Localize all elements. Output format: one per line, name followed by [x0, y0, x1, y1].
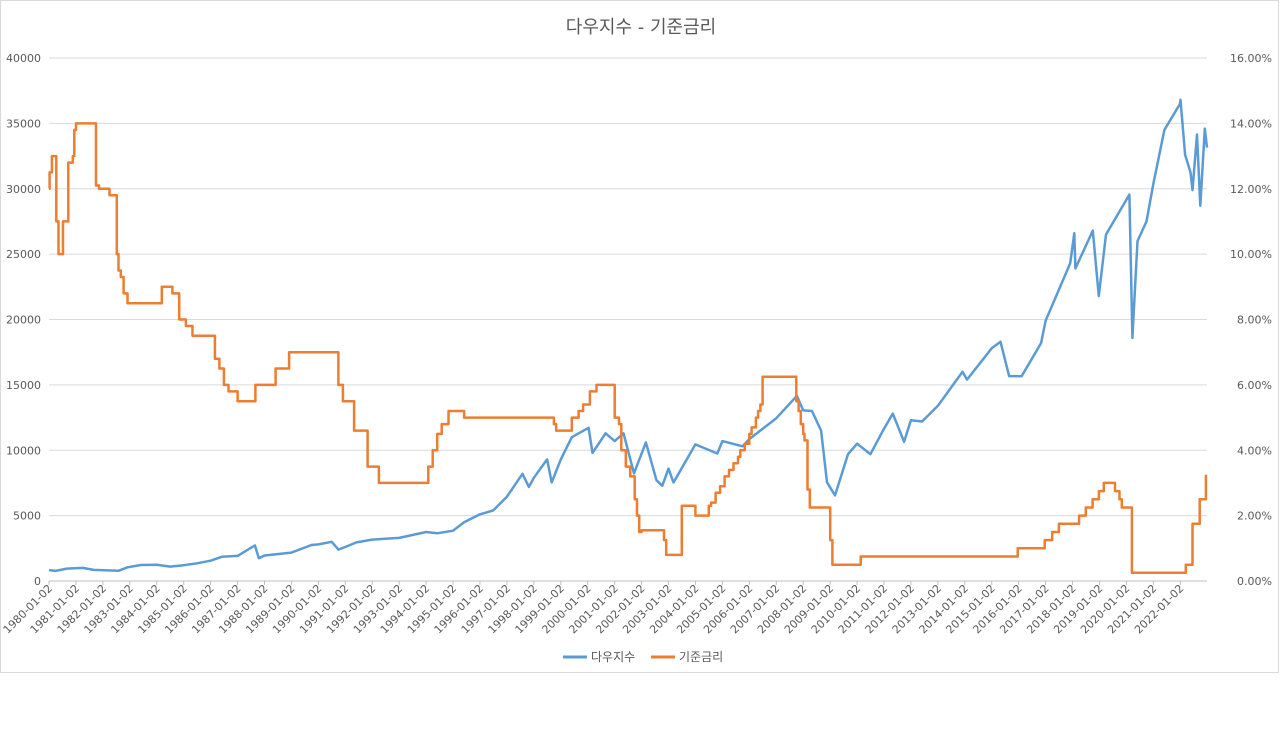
- y-left-tick-label: 40000: [6, 52, 41, 65]
- y-right-tick-label: 2.00%: [1237, 510, 1272, 523]
- legend-label: 다우지수: [591, 650, 635, 664]
- y-left-tick-label: 20000: [6, 314, 41, 327]
- y-left-tick-label: 30000: [6, 183, 41, 196]
- y-right-tick-label: 10.00%: [1230, 248, 1272, 261]
- legend-label: 기준금리: [679, 650, 723, 664]
- y-right-tick-label: 4.00%: [1237, 444, 1272, 457]
- y-right-tick-label: 14.00%: [1230, 117, 1272, 130]
- legend: 다우지수 기준금리: [563, 650, 723, 664]
- chart-title: 다우지수 - 기준금리: [566, 17, 716, 38]
- y-right-tick-label: 16.00%: [1230, 52, 1272, 65]
- y-axis-left: 0 5000 10000 15000 20000 25000 30000 35000 40000: [6, 52, 41, 588]
- y-left-tick-label: 0: [34, 575, 41, 588]
- y-right-tick-label: 6.00%: [1237, 379, 1272, 392]
- y-right-tick-label: 12.00%: [1230, 183, 1272, 196]
- y-axis-right: 0.00% 2.00% 4.00% 6.00% 8.00% 10.00% 12.00% 14.…: [1230, 52, 1272, 588]
- chart-svg: 다우지수 - 기준금리 0 5000 10000 15000 20000 25000 300…: [1, 17, 1272, 664]
- gridlines: [49, 57, 1207, 582]
- series-line-1: [48, 122, 1208, 575]
- chart-area: 다우지수 - 기준금리 0 5000 10000 15000 20000 25000 300…: [0, 0, 1279, 673]
- y-left-tick-label: 10000: [6, 444, 41, 457]
- y-right-tick-label: 8.00%: [1237, 314, 1272, 327]
- x-axis: 1980-01-021981-01-021982-01-021983-01-02…: [1, 581, 1186, 636]
- series-line-0: [48, 98, 1209, 573]
- y-left-tick-label: 15000: [6, 379, 41, 392]
- y-right-tick-label: 0.00%: [1237, 575, 1272, 588]
- y-left-tick-label: 35000: [6, 117, 41, 130]
- series-layer: [48, 98, 1209, 575]
- y-left-tick-label: 5000: [13, 510, 41, 523]
- y-left-tick-label: 25000: [6, 248, 41, 261]
